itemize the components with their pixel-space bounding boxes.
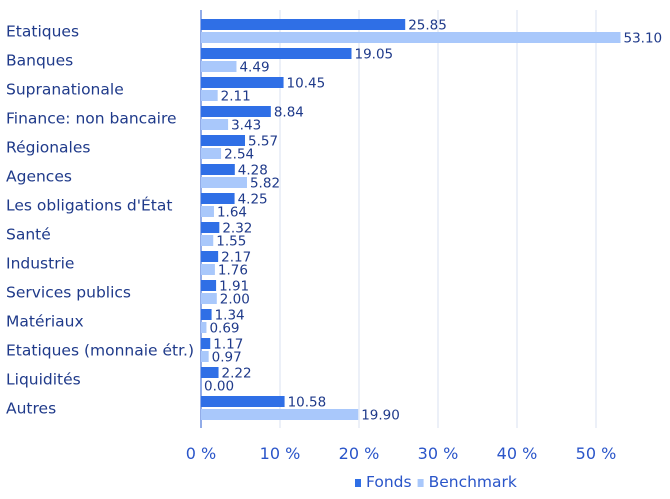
value-label-fonds: 1.17	[213, 337, 243, 353]
bar-benchmark-cat-6	[201, 206, 214, 217]
bar-fonds-cat-1	[201, 48, 352, 59]
value-label-benchmark: 2.54	[224, 147, 254, 163]
legend-swatch-fonds	[355, 479, 361, 487]
bar-fonds-cat-8	[201, 251, 219, 262]
value-label-fonds: 4.28	[238, 163, 268, 179]
bar-fonds-cat-10	[201, 309, 212, 320]
value-label-benchmark: 53.10	[623, 31, 662, 47]
value-label-benchmark: 0.00	[204, 379, 234, 395]
legend: Fonds Benchmark	[355, 473, 517, 491]
bar-fonds-cat-5	[201, 164, 235, 175]
bar-fonds-cat-0	[201, 19, 406, 30]
value-label-fonds: 4.25	[238, 192, 268, 208]
x-tick-label: 0 %	[186, 444, 216, 463]
category-label: Régionales	[6, 139, 90, 157]
bar-fonds-cat-2	[201, 77, 284, 88]
bar-benchmark-cat-8	[201, 264, 215, 275]
x-tick-label: 40 %	[497, 444, 538, 463]
category-label: Finance: non bancaire	[6, 110, 177, 128]
category-label: Matériaux	[6, 313, 84, 331]
category-label: Etatiques	[6, 23, 79, 41]
bar-benchmark-cat-9	[201, 293, 217, 304]
x-tick-label: 10 %	[260, 444, 301, 463]
value-label-fonds: 10.45	[287, 76, 326, 92]
value-label-fonds: 8.84	[274, 105, 304, 121]
category-labels: Etatiques Banques Supranationale Finance: n…	[6, 23, 194, 418]
legend-label-fonds: Fonds	[366, 473, 412, 491]
category-label: Services publics	[6, 284, 131, 302]
bar-fonds-cat-12	[201, 367, 219, 378]
category-label: Santé	[6, 226, 51, 244]
legend-label-benchmark: Benchmark	[429, 473, 517, 491]
value-label-benchmark: 2.00	[220, 292, 250, 308]
value-label-benchmark: 0.69	[209, 321, 239, 337]
legend-swatch-benchmark	[417, 479, 424, 487]
value-label-benchmark: 1.76	[218, 263, 248, 279]
value-label-benchmark: 2.11	[221, 89, 251, 105]
bar-benchmark-cat-0	[201, 32, 621, 43]
value-label-benchmark: 0.97	[212, 350, 242, 366]
category-label: Autres	[6, 400, 56, 418]
bar-benchmark-cat-11	[201, 351, 209, 362]
category-label: Banques	[6, 52, 73, 70]
value-label-fonds: 2.32	[222, 221, 252, 237]
x-axis-ticks: 0 % 10 % 20 % 30 % 40 % 50 %	[186, 444, 617, 463]
x-tick-label: 30 %	[418, 444, 459, 463]
category-label: Agences	[6, 168, 72, 186]
value-label-benchmark: 1.64	[217, 205, 247, 221]
value-label-benchmark: 1.55	[216, 234, 246, 250]
category-label: Supranationale	[6, 81, 124, 99]
bar-benchmark-cat-2	[201, 90, 218, 101]
value-label-fonds: 2.17	[221, 250, 251, 266]
category-label: Industrie	[6, 255, 74, 273]
bar-benchmark-cat-3	[201, 119, 229, 130]
value-label-benchmark: 3.43	[231, 118, 261, 134]
bar-fonds-cat-9	[201, 280, 217, 291]
value-label-benchmark: 4.49	[239, 60, 269, 76]
value-label-fonds: 2.22	[222, 366, 252, 382]
bar-benchmark-cat-1	[201, 61, 237, 72]
category-label: Les obligations d'État	[6, 196, 172, 215]
value-label-fonds: 1.34	[215, 308, 245, 324]
value-label-fonds: 25.85	[408, 18, 447, 34]
bar-fonds-cat-4	[201, 135, 246, 146]
value-label-fonds: 1.91	[219, 279, 249, 295]
bar-fonds-cat-7	[201, 222, 220, 233]
bar-benchmark-cat-5	[201, 177, 247, 188]
bar-fonds-cat-13	[201, 396, 285, 407]
value-label-benchmark: 5.82	[250, 176, 280, 192]
category-label: Liquidités	[6, 371, 81, 389]
value-labels: 25.85 53.10 19.05 4.49 10.45 2.11 8.84 3.435.57…	[204, 18, 662, 424]
bar-fonds-cat-11	[201, 338, 211, 349]
bar-fonds-cat-3	[201, 106, 271, 117]
bars-layer	[201, 19, 621, 420]
value-label-fonds: 19.05	[354, 47, 393, 63]
category-label: Etatiques (monnaie étr.)	[6, 342, 194, 360]
bar-fonds-cat-6	[201, 193, 235, 204]
value-label-fonds: 5.57	[248, 134, 278, 150]
value-label-benchmark: 19.90	[361, 408, 400, 424]
bar-benchmark-cat-13	[201, 409, 359, 420]
bar-benchmark-cat-7	[201, 235, 214, 246]
x-tick-label: 50 %	[576, 444, 617, 463]
bar-benchmark-cat-10	[201, 322, 207, 333]
bar-benchmark-cat-4	[201, 148, 222, 159]
value-label-fonds: 10.58	[288, 395, 327, 411]
x-tick-label: 20 %	[339, 444, 380, 463]
